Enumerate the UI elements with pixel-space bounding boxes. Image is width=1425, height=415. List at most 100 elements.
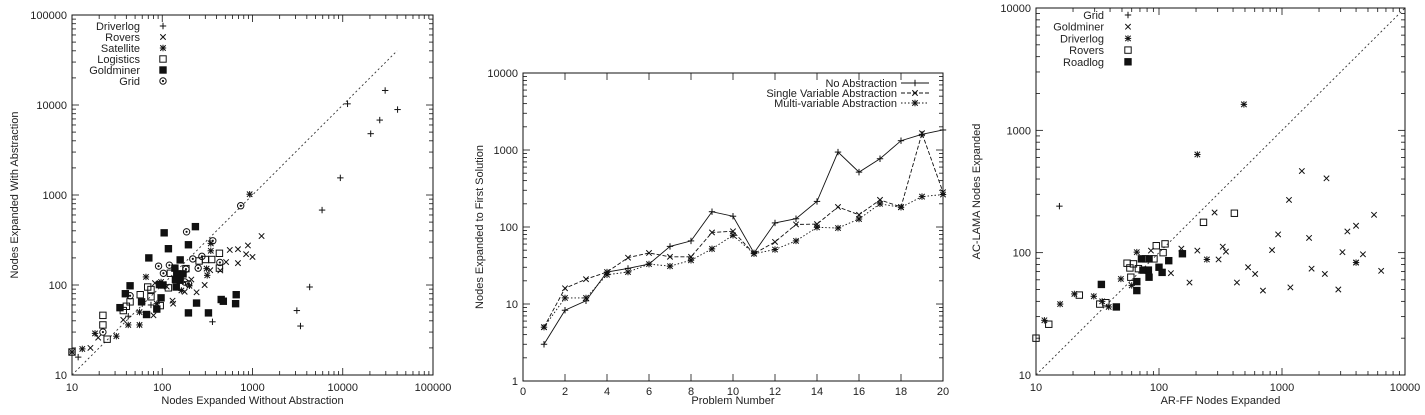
marker-stroke (1211, 209, 1218, 216)
data-point (1323, 175, 1330, 182)
data-point (876, 155, 884, 162)
marker-circle (189, 255, 197, 263)
data-point (1199, 218, 1208, 227)
marker-stroke (170, 300, 177, 307)
marker-square (1075, 291, 1084, 299)
marker-stroke (246, 191, 253, 198)
data-point (164, 245, 173, 253)
marker-stroke (624, 254, 632, 261)
marker-square (99, 311, 107, 320)
data-point (243, 251, 250, 258)
marker-square (103, 335, 111, 343)
data-point (1211, 209, 1218, 216)
x-tick-label: 4 (604, 386, 610, 398)
marker-stroke (204, 272, 211, 279)
marker-stroke (243, 251, 250, 258)
data-point (1158, 268, 1166, 277)
data-point (201, 281, 208, 289)
marker-filled-square (176, 256, 184, 264)
marker-square (159, 55, 167, 63)
marker-stroke (561, 285, 569, 292)
marker-filled-square (1097, 280, 1106, 289)
marker-stroke (666, 263, 674, 270)
data-point (540, 323, 548, 331)
data-point (1370, 211, 1378, 218)
data-point (1285, 196, 1293, 203)
data-point (293, 307, 301, 314)
marker-filled-square (184, 241, 193, 249)
data-point (750, 250, 758, 257)
marker-filled-square (142, 310, 151, 319)
data-point (126, 282, 134, 290)
data-point (137, 298, 146, 306)
marker-stroke (1222, 248, 1229, 255)
data-point (729, 232, 737, 239)
marker-stroke (1321, 270, 1328, 278)
marker-stroke (624, 268, 632, 276)
data-point (145, 254, 153, 262)
data-point (1145, 255, 1153, 263)
data-point (234, 260, 242, 267)
marker-filled-square (1145, 255, 1153, 263)
data-point (1339, 249, 1346, 256)
marker-stroke (120, 316, 127, 323)
data-point (561, 294, 569, 302)
marker-stroke (582, 294, 590, 301)
data-point (204, 272, 211, 279)
data-point (1167, 270, 1174, 277)
marker-circle (236, 202, 245, 210)
legend-marker (1124, 23, 1132, 30)
legend-label: Roadlog (1063, 57, 1104, 69)
marker-stroke (666, 253, 674, 260)
marker-filled-square (126, 282, 134, 290)
data-point (147, 301, 155, 309)
data-point (318, 206, 326, 214)
scatter-chart-abstraction: 10 100 1000 10000 100000 10 100 1000 10000 100000… (9, 10, 451, 407)
legend-marker (1124, 46, 1132, 54)
data-point (1194, 247, 1201, 254)
marker-stroke (1344, 228, 1351, 235)
marker-stroke (1378, 267, 1385, 274)
data-point (855, 215, 863, 223)
marker-circle (159, 77, 167, 85)
data-point (792, 215, 800, 222)
y-tick-label: 100 (500, 222, 518, 234)
marker-stroke (207, 247, 214, 254)
data-point (561, 307, 569, 314)
marker-circle (209, 237, 217, 245)
marker-stroke (1219, 243, 1226, 250)
data-point (771, 219, 779, 227)
legend-label: Grid (1083, 10, 1104, 22)
data-point (1230, 209, 1239, 217)
data-point (1112, 303, 1121, 311)
y-tick-label: 10000 (36, 100, 67, 112)
marker-stroke (178, 287, 185, 294)
data-point (171, 275, 180, 284)
marker-square (215, 249, 224, 258)
marker-stroke (855, 215, 863, 223)
legend-marker (911, 79, 919, 87)
marker-square (1230, 209, 1239, 217)
marker-circle (126, 292, 134, 300)
marker-stroke (603, 271, 611, 278)
data-point (855, 168, 863, 176)
data-point (157, 294, 165, 302)
marker-dot (162, 272, 165, 275)
data-point (194, 264, 202, 272)
marker-stroke (911, 89, 919, 97)
marker-filled-square (1124, 58, 1132, 66)
x-tick-label: 2 (562, 386, 568, 398)
marker-stroke (193, 289, 200, 296)
series-line (543, 131, 944, 328)
x-tick-label: 100 (153, 382, 171, 394)
data-point (344, 100, 351, 108)
series-roadlog (1097, 250, 1187, 311)
legend-label: Driverlog (96, 21, 140, 33)
data-point (1075, 291, 1084, 299)
marker-stroke (834, 203, 842, 211)
data-point (1032, 334, 1040, 342)
data-point (184, 309, 193, 317)
data-point (1287, 284, 1294, 291)
data-point (1045, 320, 1053, 328)
data-point (99, 328, 107, 336)
